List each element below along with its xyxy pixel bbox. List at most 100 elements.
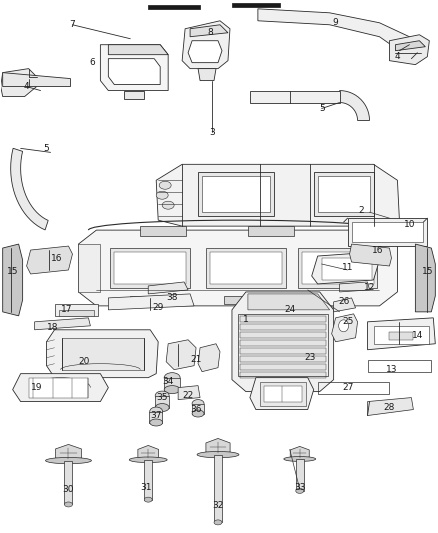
Ellipse shape — [284, 457, 316, 462]
Bar — [260, 382, 306, 406]
Text: 30: 30 — [63, 485, 74, 494]
Bar — [206, 248, 286, 288]
Polygon shape — [332, 314, 357, 342]
Text: 27: 27 — [342, 383, 353, 392]
Text: 10: 10 — [404, 220, 415, 229]
Text: 22: 22 — [183, 391, 194, 400]
Bar — [149, 411, 162, 423]
Polygon shape — [312, 252, 379, 284]
Ellipse shape — [64, 502, 72, 507]
Bar — [224, 296, 260, 304]
Polygon shape — [232, 292, 334, 392]
Ellipse shape — [159, 181, 171, 189]
Polygon shape — [27, 246, 72, 274]
Polygon shape — [206, 439, 230, 456]
Text: 17: 17 — [61, 305, 72, 314]
Ellipse shape — [339, 320, 349, 332]
Ellipse shape — [214, 520, 222, 525]
Ellipse shape — [197, 451, 239, 458]
Ellipse shape — [155, 403, 169, 411]
Text: 5: 5 — [44, 144, 49, 153]
Polygon shape — [290, 447, 309, 461]
Polygon shape — [250, 378, 314, 409]
Ellipse shape — [296, 488, 304, 494]
Polygon shape — [78, 244, 100, 292]
Polygon shape — [148, 282, 188, 294]
Text: 15: 15 — [7, 268, 18, 277]
Bar — [302, 252, 374, 284]
Polygon shape — [415, 244, 435, 312]
Ellipse shape — [162, 201, 174, 209]
Ellipse shape — [164, 373, 180, 383]
Bar — [198, 172, 274, 216]
Bar — [238, 314, 328, 376]
Text: 5: 5 — [319, 104, 325, 113]
Polygon shape — [148, 5, 200, 9]
Bar — [352, 222, 424, 242]
Polygon shape — [339, 282, 370, 292]
Polygon shape — [198, 69, 216, 80]
Polygon shape — [166, 340, 196, 370]
Bar — [264, 385, 302, 401]
Text: 4: 4 — [395, 52, 400, 61]
Ellipse shape — [144, 497, 152, 502]
Ellipse shape — [164, 385, 180, 393]
Bar — [240, 372, 326, 378]
Bar — [248, 226, 294, 236]
Text: 4: 4 — [24, 82, 29, 91]
Bar — [155, 395, 169, 408]
Polygon shape — [339, 91, 370, 120]
Bar — [110, 248, 190, 288]
Polygon shape — [389, 35, 429, 64]
Polygon shape — [198, 344, 220, 372]
Bar — [374, 326, 429, 344]
Polygon shape — [396, 41, 425, 51]
Text: 9: 9 — [333, 18, 339, 27]
Bar — [140, 226, 186, 236]
Bar — [240, 340, 326, 346]
Ellipse shape — [150, 407, 162, 416]
Bar — [389, 332, 413, 340]
Bar — [298, 248, 378, 288]
Polygon shape — [138, 446, 159, 462]
Text: 14: 14 — [412, 332, 423, 340]
Polygon shape — [46, 330, 158, 378]
Polygon shape — [182, 21, 230, 69]
Text: 1: 1 — [243, 316, 249, 324]
Text: 24: 24 — [284, 305, 295, 314]
Polygon shape — [156, 164, 399, 226]
Bar — [314, 172, 374, 216]
Text: 15: 15 — [422, 268, 433, 277]
Bar — [59, 310, 95, 316]
Bar — [240, 364, 326, 370]
Bar — [202, 176, 270, 212]
Polygon shape — [13, 374, 108, 401]
Text: 32: 32 — [212, 500, 224, 510]
Polygon shape — [232, 3, 280, 7]
Polygon shape — [248, 294, 330, 310]
Bar — [240, 332, 326, 338]
Bar — [240, 348, 326, 354]
Bar — [240, 324, 326, 330]
Polygon shape — [250, 91, 339, 102]
Text: 33: 33 — [294, 483, 305, 492]
Bar — [164, 378, 180, 390]
Text: 16: 16 — [372, 246, 383, 255]
Text: 12: 12 — [364, 284, 375, 293]
Text: 2: 2 — [359, 206, 364, 215]
Bar — [64, 461, 72, 504]
Bar — [130, 296, 166, 304]
Bar — [210, 252, 282, 284]
Text: 7: 7 — [70, 20, 75, 29]
Polygon shape — [124, 91, 144, 99]
Polygon shape — [108, 59, 160, 85]
Text: 29: 29 — [152, 303, 164, 312]
Bar — [192, 403, 204, 414]
Ellipse shape — [46, 457, 92, 464]
Ellipse shape — [192, 410, 204, 417]
Bar — [318, 176, 370, 212]
Bar — [318, 382, 389, 393]
Text: 3: 3 — [209, 128, 215, 137]
Text: 13: 13 — [386, 365, 397, 374]
Polygon shape — [1, 69, 37, 96]
